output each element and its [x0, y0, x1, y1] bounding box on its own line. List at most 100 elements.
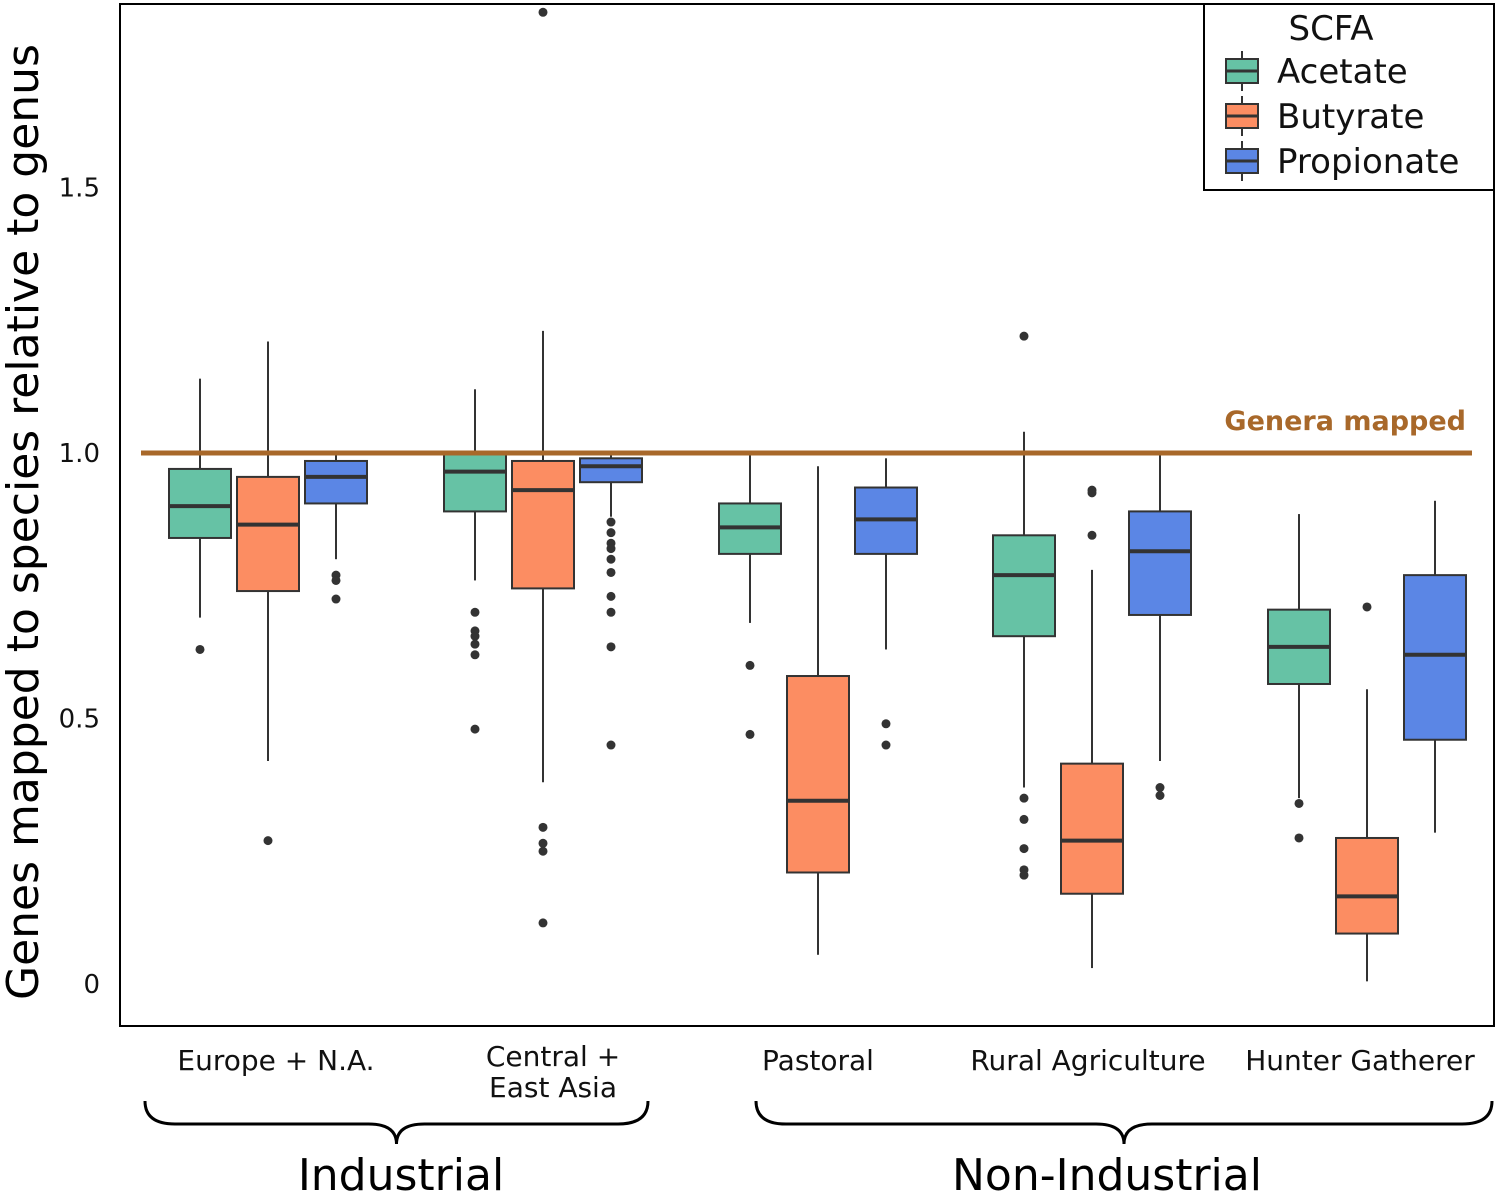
outlier-point — [1019, 870, 1029, 880]
legend-item-acetate: Acetate — [1225, 51, 1408, 92]
box-butyrate — [786, 466, 850, 955]
outlier-point — [745, 660, 755, 670]
x-tick-label: Europe + N.A. — [177, 1044, 374, 1077]
outlier-point — [470, 650, 480, 660]
box-iqr — [1128, 510, 1192, 616]
outlier-point — [1019, 793, 1029, 803]
outlier-point — [606, 740, 616, 750]
legend-label: Acetate — [1277, 52, 1408, 92]
outlier-point — [1294, 798, 1304, 808]
x-tick-label: Hunter Gatherer — [1245, 1044, 1475, 1077]
plot-frame — [119, 3, 1495, 1027]
box-iqr — [1060, 762, 1124, 895]
box-iqr — [579, 457, 643, 484]
outlier-point — [1294, 833, 1304, 843]
outlier-point — [263, 836, 273, 846]
y-axis-label: Genes mapped to species relative to genu… — [0, 44, 49, 1000]
outlier-point — [1087, 530, 1097, 540]
y-tick-label: 1.5 — [59, 174, 100, 204]
outlier-point — [195, 644, 205, 654]
outlier-point — [470, 724, 480, 734]
x-tick-label-line: East Asia — [489, 1071, 617, 1104]
box-iqr — [992, 534, 1056, 638]
outlier-point — [538, 7, 548, 17]
x-tick-label-line: Pastoral — [762, 1044, 874, 1077]
outlier-point — [1362, 602, 1372, 612]
outlier-point — [538, 918, 548, 928]
outlier-point — [1019, 844, 1029, 854]
box-butyrate — [236, 341, 300, 846]
box-butyrate — [1335, 602, 1399, 982]
outlier-point — [606, 554, 616, 564]
box-acetate — [1267, 514, 1331, 843]
outlier-point — [1087, 488, 1097, 498]
y-tick-label: 1.0 — [59, 439, 100, 469]
box-iqr — [443, 452, 507, 513]
outlier-point — [331, 594, 341, 604]
x-tick-label-line: Hunter Gatherer — [1245, 1044, 1475, 1077]
box-acetate — [992, 331, 1056, 880]
outlier-point — [606, 642, 616, 652]
box-iqr — [1335, 836, 1399, 935]
reference-line-group: Genera mapped — [141, 406, 1472, 456]
y-tick-label: 0 — [83, 970, 100, 1000]
group-label: Industrial — [298, 1150, 504, 1196]
x-tick-label: Central + East Asia — [486, 1040, 620, 1104]
outlier-point — [606, 544, 616, 554]
y-tick-label: 0.5 — [59, 705, 100, 735]
outlier-point — [606, 528, 616, 538]
outlier-point — [1155, 783, 1165, 793]
group-brace — [754, 1100, 1494, 1145]
outlier-point — [606, 517, 616, 527]
box-acetate — [443, 389, 507, 734]
y-axis-ticks: 0 0.5 1.0 1.5 — [59, 174, 100, 1001]
legend-label: Propionate — [1277, 142, 1459, 182]
outlier-point — [881, 719, 891, 729]
legend-label: Butyrate — [1277, 97, 1424, 137]
group-brace — [143, 1100, 650, 1145]
reference-line-label: Genera mapped — [1224, 406, 1466, 437]
outlier-point — [1019, 331, 1029, 341]
x-tick-label: Rural Agriculture — [970, 1044, 1205, 1077]
box-acetate — [168, 378, 232, 654]
x-axis-labels: Europe + N.A. Central + East Asia Pastoral R… — [177, 1040, 1475, 1104]
outlier-point — [470, 631, 480, 641]
outlier-point — [881, 740, 891, 750]
outlier-point — [538, 838, 548, 848]
outlier-point — [470, 639, 480, 649]
x-tick-label: Pastoral — [762, 1044, 874, 1077]
box-butyrate — [1060, 485, 1124, 969]
box-iqr — [168, 467, 232, 539]
legend-title: SCFA — [1288, 9, 1373, 49]
box-iqr — [304, 459, 368, 505]
outlier-point — [538, 822, 548, 832]
box-propionate — [1128, 453, 1192, 800]
outlier-point — [745, 729, 755, 739]
box-acetate — [718, 453, 782, 739]
box-propionate — [1403, 500, 1467, 833]
legend-item-propionate: Propionate — [1225, 141, 1459, 182]
outlier-point — [538, 846, 548, 856]
group-label: Non-Industrial — [952, 1150, 1262, 1196]
box-butyrate — [511, 7, 575, 928]
outlier-point — [470, 607, 480, 617]
box-iqr — [511, 459, 575, 590]
outlier-point — [331, 575, 341, 585]
legend-item-butyrate: Butyrate — [1225, 96, 1424, 137]
box-propionate — [579, 453, 643, 750]
box-propionate — [304, 453, 368, 604]
outlier-point — [606, 607, 616, 617]
outlier-point — [1155, 790, 1165, 800]
x-tick-label-line: Rural Agriculture — [970, 1044, 1205, 1077]
outlier-point — [606, 567, 616, 577]
group-braces: Industrial Non-Industrial — [143, 1100, 1494, 1196]
box-propionate — [854, 458, 918, 750]
outlier-point — [1019, 814, 1029, 824]
box-iqr — [1403, 574, 1467, 741]
box-series — [168, 7, 1467, 982]
box-iqr — [236, 475, 300, 593]
box-iqr — [786, 675, 850, 874]
x-tick-label-line: Central + — [486, 1040, 620, 1073]
